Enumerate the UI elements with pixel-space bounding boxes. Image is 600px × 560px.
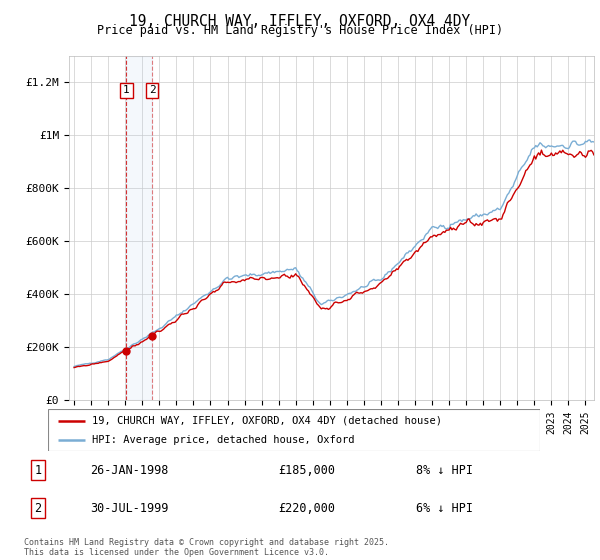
Text: 8% ↓ HPI: 8% ↓ HPI <box>416 464 473 477</box>
Text: 19, CHURCH WAY, IFFLEY, OXFORD, OX4 4DY (detached house): 19, CHURCH WAY, IFFLEY, OXFORD, OX4 4DY … <box>92 416 442 426</box>
Text: 1: 1 <box>34 464 41 477</box>
Text: Contains HM Land Registry data © Crown copyright and database right 2025.
This d: Contains HM Land Registry data © Crown c… <box>24 538 389 557</box>
Text: HPI: Average price, detached house, Oxford: HPI: Average price, detached house, Oxfo… <box>92 435 355 445</box>
Bar <box>127 56 152 400</box>
Text: 2: 2 <box>34 502 41 515</box>
Text: 2: 2 <box>149 86 155 95</box>
Text: 26-JAN-1998: 26-JAN-1998 <box>90 464 169 477</box>
FancyBboxPatch shape <box>48 409 540 451</box>
Text: £220,000: £220,000 <box>278 502 335 515</box>
Text: 19, CHURCH WAY, IFFLEY, OXFORD, OX4 4DY: 19, CHURCH WAY, IFFLEY, OXFORD, OX4 4DY <box>130 14 470 29</box>
Text: £185,000: £185,000 <box>278 464 335 477</box>
Text: 6% ↓ HPI: 6% ↓ HPI <box>416 502 473 515</box>
Text: Price paid vs. HM Land Registry's House Price Index (HPI): Price paid vs. HM Land Registry's House … <box>97 24 503 37</box>
Text: 1: 1 <box>123 86 130 95</box>
Text: 30-JUL-1999: 30-JUL-1999 <box>90 502 169 515</box>
